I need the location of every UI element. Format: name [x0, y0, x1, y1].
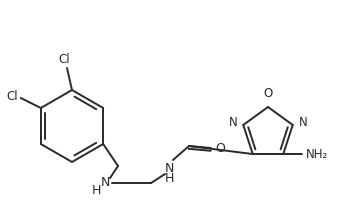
- Text: Cl: Cl: [6, 91, 18, 103]
- Text: NH₂: NH₂: [306, 148, 328, 160]
- Text: N: N: [100, 177, 110, 189]
- Text: N: N: [164, 162, 174, 175]
- Text: H: H: [164, 171, 174, 185]
- Text: H: H: [91, 183, 101, 196]
- Text: O: O: [215, 141, 225, 154]
- Text: N: N: [299, 116, 307, 130]
- Text: Cl: Cl: [58, 53, 70, 66]
- Text: O: O: [263, 87, 273, 100]
- Text: N: N: [228, 116, 237, 130]
